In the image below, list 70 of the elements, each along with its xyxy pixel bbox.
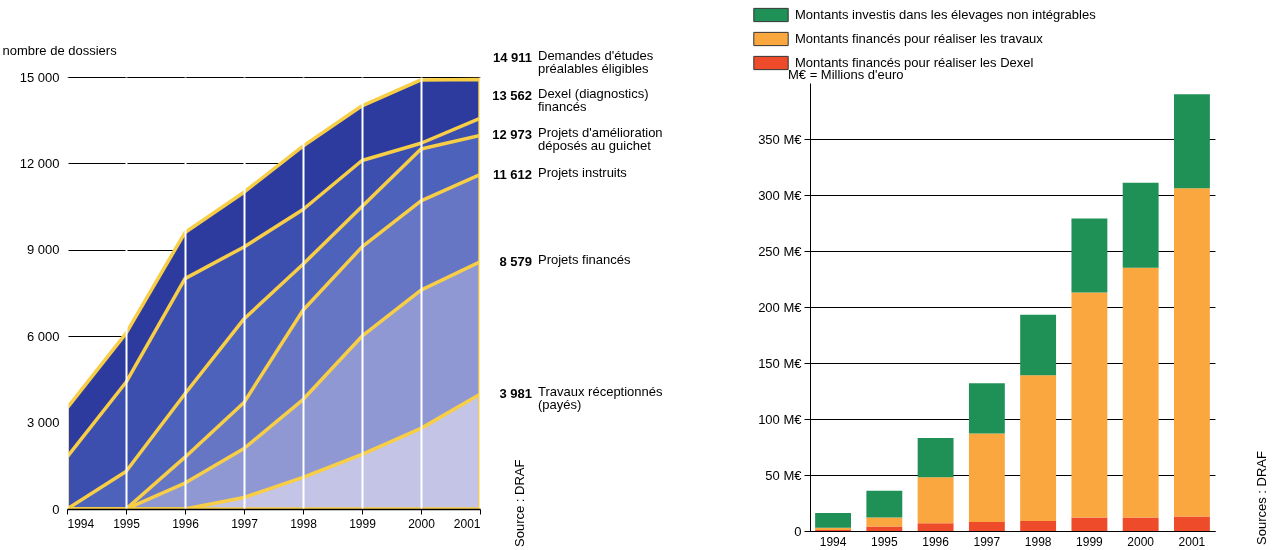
text: Projets instruits <box>538 164 628 180</box>
bar <box>815 513 852 528</box>
bar <box>866 517 903 527</box>
legend-label: Montants investis dans les élevages non intégrables <box>795 7 1097 22</box>
x-tick-label: 2000 <box>1127 534 1155 549</box>
x-tick-label: 1998 <box>290 516 318 531</box>
bar <box>917 438 954 478</box>
y-tick-label: 9 000 <box>26 242 60 258</box>
bar <box>1122 267 1159 518</box>
data-label: 8 579 <box>499 253 532 269</box>
y-tick-label: 6 000 <box>26 328 60 344</box>
bar <box>1173 188 1210 517</box>
x-tick-label: 1994 <box>67 516 95 531</box>
text: Projets d'amélioration déposés au guichet <box>538 125 663 154</box>
legend-label: Montants financés pour réaliser les travaux <box>795 31 1044 46</box>
x-tick-label: 1996 <box>922 534 950 549</box>
bar <box>968 433 1005 523</box>
x-tick-label: 2000 <box>408 516 436 531</box>
data-label: 14 911 <box>492 49 532 65</box>
data-label: 12 973 <box>492 127 532 143</box>
x-tick-label: 1996 <box>172 516 200 531</box>
x-tick-label: 2001 <box>453 516 481 531</box>
data-label: 11 612 <box>492 166 532 182</box>
bar <box>1071 292 1108 518</box>
x-tick-label: 1997 <box>973 534 1001 549</box>
bar <box>1122 517 1159 531</box>
x-tick-label: 1994 <box>819 534 847 549</box>
y-tick-label: 100 M€ <box>758 411 803 427</box>
data-label: 3 981 <box>499 386 532 402</box>
bar <box>917 523 954 531</box>
bar <box>1071 517 1108 531</box>
y-tick-label: 0 <box>794 523 802 539</box>
y-tick-label: 350 M€ <box>758 131 803 147</box>
text: Dexel (diagnostics) financés <box>538 86 649 115</box>
x-tick-label: 2001 <box>1178 534 1206 549</box>
bar <box>1071 218 1108 293</box>
x-tick-label: 1999 <box>1076 534 1104 549</box>
bar <box>1173 516 1210 531</box>
x-tick-label: 1999 <box>349 516 377 531</box>
x-tick-label: 1998 <box>1024 534 1052 549</box>
y-tick-label: 12 000 <box>19 155 60 171</box>
bar <box>1122 182 1159 268</box>
y-tick-label: 3 000 <box>26 415 60 431</box>
data-label: 13 562 <box>492 88 532 104</box>
bar <box>1020 314 1057 376</box>
bar <box>1020 375 1057 521</box>
text: M€ = Millions d'euro <box>788 67 904 82</box>
y-tick-label: 150 M€ <box>758 355 803 371</box>
y-axis-title: nombre de dossiers <box>2 42 118 58</box>
text: Demandes d'études préalables éligibles <box>538 47 654 76</box>
y-tick-label: 200 M€ <box>758 299 803 315</box>
bar <box>968 522 1005 531</box>
text: Projets financés <box>538 251 631 267</box>
y-tick-label: 50 M€ <box>765 467 803 483</box>
legend-label: Montants financés pour réaliser les Dexel <box>795 55 1034 70</box>
x-tick-label: 1997 <box>231 516 259 531</box>
bar <box>968 383 1005 434</box>
bar <box>917 477 954 524</box>
y-tick-label: 300 M€ <box>758 187 803 203</box>
text: Travaux réceptionnés (payés) <box>538 384 664 413</box>
y-tick-label: 0 <box>52 501 60 517</box>
bar <box>1020 520 1057 531</box>
y-tick-label: 15 000 <box>19 69 60 85</box>
source-note: Source : DRAF <box>512 459 527 547</box>
x-tick-label: 1995 <box>113 516 141 531</box>
source-note: Sources : DRAF <box>1254 451 1269 545</box>
y-tick-label: 250 M€ <box>758 243 803 259</box>
bar <box>866 490 903 518</box>
bar <box>1173 94 1210 189</box>
x-tick-label: 1995 <box>870 534 899 549</box>
